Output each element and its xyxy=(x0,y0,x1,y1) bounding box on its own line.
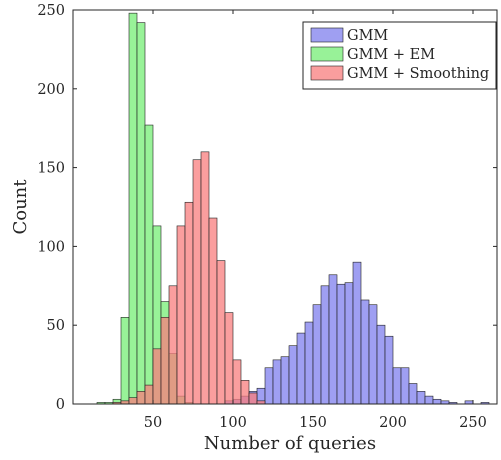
histogram-bar-series-0 xyxy=(328,274,338,405)
histogram-bar-series-1 xyxy=(144,124,154,405)
legend-label: GMM + Smoothing xyxy=(347,66,489,82)
histogram-bar-series-2 xyxy=(200,151,210,405)
histogram-bar-series-2 xyxy=(144,384,154,405)
y-axis-label: Count xyxy=(10,179,31,235)
histogram-bar-series-2 xyxy=(240,380,250,405)
histogram-bar-series-0 xyxy=(424,395,434,405)
x-axis-ticks: 50 100 150 200 250 xyxy=(144,10,487,431)
histogram-bar-series-2 xyxy=(192,159,202,405)
histogram-bar-series-0 xyxy=(400,367,410,405)
x-tick-label: 150 xyxy=(299,415,327,431)
histogram-bar-series-2 xyxy=(128,397,138,405)
y-tick-label: 250 xyxy=(37,3,65,19)
histogram-bar-series-2 xyxy=(248,392,258,405)
histogram-bar-series-0 xyxy=(264,367,274,405)
histogram-bar-series-2 xyxy=(184,201,194,405)
histogram-bar-series-0 xyxy=(352,261,362,405)
x-tick-label: 200 xyxy=(379,415,407,431)
histogram-bar-series-1 xyxy=(120,317,130,405)
histogram-bar-series-0 xyxy=(296,332,306,405)
histogram-bar-series-0 xyxy=(304,321,314,405)
histogram-bar-series-2 xyxy=(160,317,170,405)
histogram-bar-series-0 xyxy=(320,285,330,405)
y-tick-label: 0 xyxy=(56,397,65,413)
histogram-bar-series-0 xyxy=(392,367,402,405)
histogram-bar-series-0 xyxy=(360,299,370,405)
histogram-bar-series-0 xyxy=(432,398,442,405)
legend-swatch xyxy=(310,65,344,81)
histogram-bar-series-1 xyxy=(128,12,138,405)
x-axis-label: Number of queries xyxy=(204,433,376,454)
histogram-bar-series-0 xyxy=(384,335,394,405)
histogram-bar-series-0 xyxy=(376,324,386,405)
legend: GMM GMM + EM GMM + Smoothing xyxy=(302,21,497,90)
x-tick-label: 250 xyxy=(459,415,487,431)
histogram-bar-series-0 xyxy=(288,345,298,405)
y-tick-label: 100 xyxy=(37,239,65,255)
histogram-bar-series-2 xyxy=(176,225,186,405)
histogram-bar-series-2 xyxy=(168,285,178,405)
histogram-bar-series-0 xyxy=(416,391,426,405)
histogram-bar-series-2 xyxy=(232,359,242,405)
histogram-bar-series-2 xyxy=(152,348,162,405)
legend-swatch xyxy=(310,27,344,43)
x-tick-label: 50 xyxy=(144,415,162,431)
y-tick-label: 50 xyxy=(47,318,65,334)
histogram-bar-series-0 xyxy=(312,304,322,405)
histogram-bars xyxy=(96,12,490,405)
histogram-bar-series-0 xyxy=(368,304,378,405)
legend-label: GMM + EM xyxy=(347,47,435,63)
histogram-bar-series-2 xyxy=(208,217,218,405)
histogram-bar-series-0 xyxy=(408,383,418,405)
y-tick-label: 200 xyxy=(37,82,65,98)
legend-label: GMM xyxy=(347,28,388,44)
histogram-bar-series-2 xyxy=(216,260,226,405)
x-tick-label: 100 xyxy=(219,415,247,431)
histogram-bar-series-0 xyxy=(272,359,282,405)
y-tick-label: 150 xyxy=(37,161,65,177)
histogram-bar-series-2 xyxy=(136,391,146,405)
histogram-bar-series-0 xyxy=(280,356,290,405)
histogram-bar-series-2 xyxy=(224,312,234,405)
legend-swatch xyxy=(310,46,344,62)
plot-area-border xyxy=(72,9,498,405)
histogram-bar-series-1 xyxy=(136,22,146,405)
histogram-bar-series-0 xyxy=(336,283,346,405)
histogram-bar-series-0 xyxy=(344,282,354,405)
